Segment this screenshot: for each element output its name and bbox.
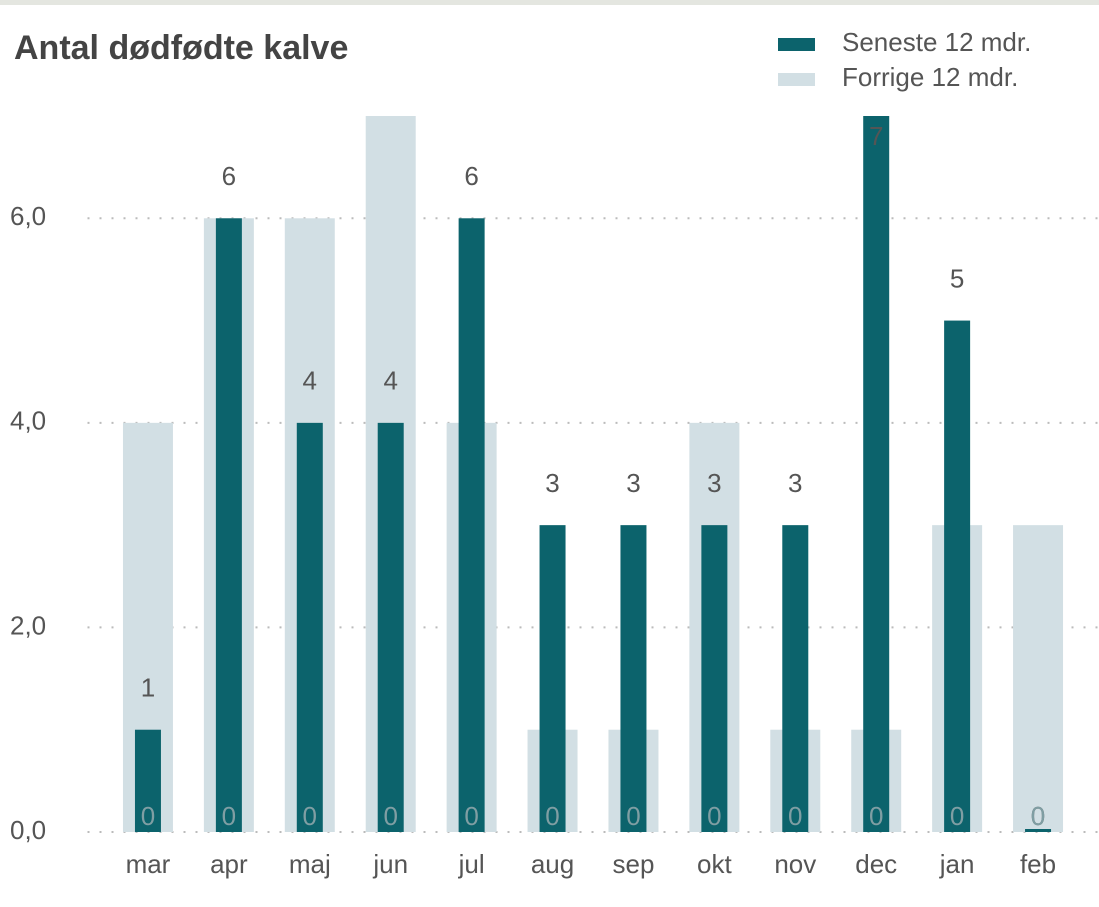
- value-label: 3: [545, 468, 559, 498]
- value-label: 0: [788, 801, 802, 831]
- legend-swatch: [778, 38, 815, 51]
- bar: [620, 525, 647, 832]
- value-label: 0: [1031, 801, 1045, 831]
- value-label: 7: [869, 121, 883, 151]
- value-label: 0: [222, 801, 236, 831]
- x-tick-label: jul: [458, 849, 485, 879]
- y-tick-label: 0,0: [10, 815, 46, 845]
- value-label: 0: [950, 801, 964, 831]
- bar: [215, 218, 242, 833]
- x-tick-label: aug: [531, 849, 574, 879]
- chart-title: Antal dødfødte kalve: [14, 29, 348, 67]
- value-label: 0: [626, 801, 640, 831]
- value-label: 0: [869, 801, 883, 831]
- bar: [1025, 829, 1052, 832]
- bar: [701, 525, 728, 832]
- value-label: 3: [707, 468, 721, 498]
- x-tick-label: okt: [697, 849, 732, 879]
- value-label: 0: [141, 801, 155, 831]
- x-tick-label: nov: [774, 849, 816, 879]
- value-label: 0: [545, 801, 559, 831]
- value-label: 0: [707, 801, 721, 831]
- value-label: 0: [383, 801, 397, 831]
- value-label: 0: [464, 801, 478, 831]
- x-tick-label: sep: [612, 849, 654, 879]
- value-label: 5: [950, 263, 964, 293]
- legend-label: Seneste 12 mdr.: [842, 27, 1031, 57]
- value-label: 3: [626, 468, 640, 498]
- value-label: 6: [464, 161, 478, 191]
- legend-swatch: [778, 73, 815, 86]
- y-tick-label: 2,0: [10, 610, 46, 640]
- bar: [863, 116, 890, 832]
- x-tick-label: mar: [126, 849, 171, 879]
- bar: [377, 422, 404, 832]
- value-label: 0: [1031, 801, 1045, 831]
- bar: [1013, 525, 1064, 832]
- y-tick-label: 6,0: [10, 201, 46, 231]
- value-label: 3: [788, 468, 802, 498]
- bar: [134, 729, 161, 832]
- value-label: 6: [222, 161, 236, 191]
- y-tick-label: 4,0: [10, 406, 46, 436]
- legend-label: Forrige 12 mdr.: [842, 62, 1018, 92]
- bar: [944, 320, 971, 832]
- value-label: 1: [141, 673, 155, 703]
- bar: [296, 422, 323, 832]
- x-tick-label: jun: [372, 849, 408, 879]
- x-tick-label: maj: [289, 849, 331, 879]
- x-tick-label: dec: [855, 849, 897, 879]
- value-label: 4: [303, 366, 317, 396]
- x-tick-label: feb: [1020, 849, 1056, 879]
- top-border: [0, 0, 1099, 5]
- value-label: 0: [303, 801, 317, 831]
- x-tick-label: jan: [939, 849, 975, 879]
- x-tick-label: apr: [210, 849, 248, 879]
- bar: [782, 525, 809, 832]
- bar: [458, 218, 485, 833]
- bar: [539, 525, 566, 832]
- value-label: 4: [383, 366, 397, 396]
